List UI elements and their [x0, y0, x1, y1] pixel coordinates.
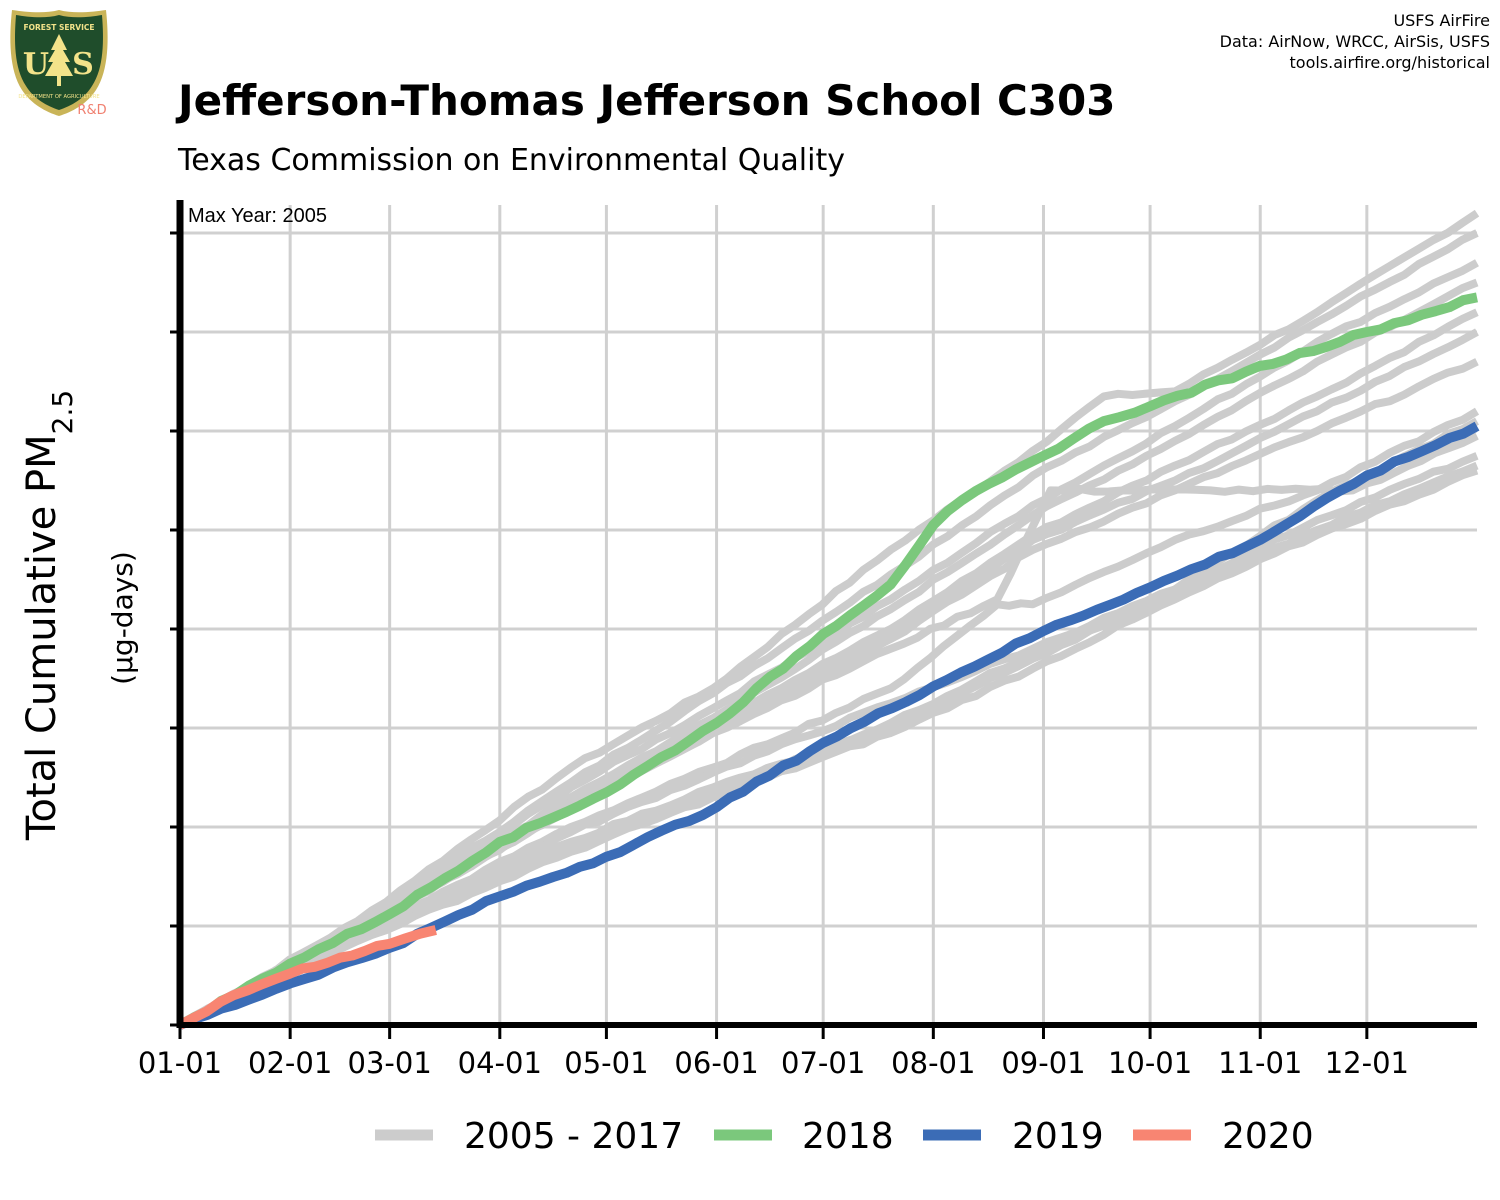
x-tick-label: 02-01: [248, 1046, 332, 1080]
chart-title: Jefferson-Thomas Jefferson School C303: [178, 76, 1116, 125]
x-tick-label: 06-01: [674, 1046, 758, 1080]
axes: 01-01 02-01 03-01 04-01 05-01 06-01 07-01 08-01…: [138, 200, 1477, 1080]
x-tick-label: 01-01: [138, 1046, 222, 1080]
logo-agency-text: FOREST SERVICE: [23, 23, 94, 32]
x-tick-label: 08-01: [891, 1046, 975, 1080]
legend: 2005 - 2017 2018 2019 2020: [375, 1116, 1314, 1157]
logo-letter-s: S: [72, 47, 94, 82]
logo-letter-u: U: [23, 47, 49, 82]
chart-subtitle: Texas Commission on Environmental Qualit…: [178, 143, 845, 178]
logo-dept-text: DEPARTMENT OF AGRICULTURE: [18, 94, 99, 100]
logo-rd-label: R&D: [77, 103, 106, 118]
legend-label: 2019: [1012, 1116, 1104, 1157]
series-line-2018-13: [177, 292, 1478, 1030]
series-line-2005-2017-12: [178, 466, 1479, 1029]
tree-icon: [45, 34, 73, 86]
credits-data-sources: Data: AirNow, WRCC, AirSis, USFS: [1219, 32, 1490, 51]
x-tick-label: 09-01: [1001, 1046, 1085, 1080]
y-axis-label: Total Cumulative PM2.5 (µg-days): [19, 390, 139, 841]
x-tick-label: 10-01: [1108, 1046, 1192, 1080]
x-tick-label: 03-01: [348, 1046, 432, 1080]
legend-label: 2020: [1222, 1116, 1314, 1157]
x-tick-label: 12-01: [1325, 1046, 1409, 1080]
max-year-annotation: Max Year: 2005: [188, 205, 327, 227]
y-axis-title: Total Cumulative PM2.5: [19, 390, 79, 841]
y-axis-title-subscript: 2.5: [46, 390, 79, 435]
forest-service-logo: FOREST SERVICE U S DEPARTMENT OF AGRICUL…: [10, 10, 108, 118]
legend-label: 2018: [802, 1116, 894, 1157]
series-line-2005-2017-0: [177, 209, 1480, 1029]
x-tick-label: 05-01: [564, 1046, 648, 1080]
y-axis-units: (µg-days): [106, 551, 139, 685]
x-tick-label: 11-01: [1218, 1046, 1302, 1080]
credits-org: USFS AirFire: [1393, 11, 1490, 30]
credits-url: tools.airfire.org/historical: [1289, 53, 1490, 72]
credits-block: USFS AirFire Data: AirNow, WRCC, AirSis,…: [1220, 10, 1490, 73]
series-layer: [177, 209, 1480, 1030]
x-tick-label: 07-01: [781, 1046, 865, 1080]
legend-label: 2005 - 2017: [464, 1116, 683, 1157]
x-tick-label: 04-01: [458, 1046, 542, 1080]
series-line-2020-15: [177, 925, 437, 1030]
